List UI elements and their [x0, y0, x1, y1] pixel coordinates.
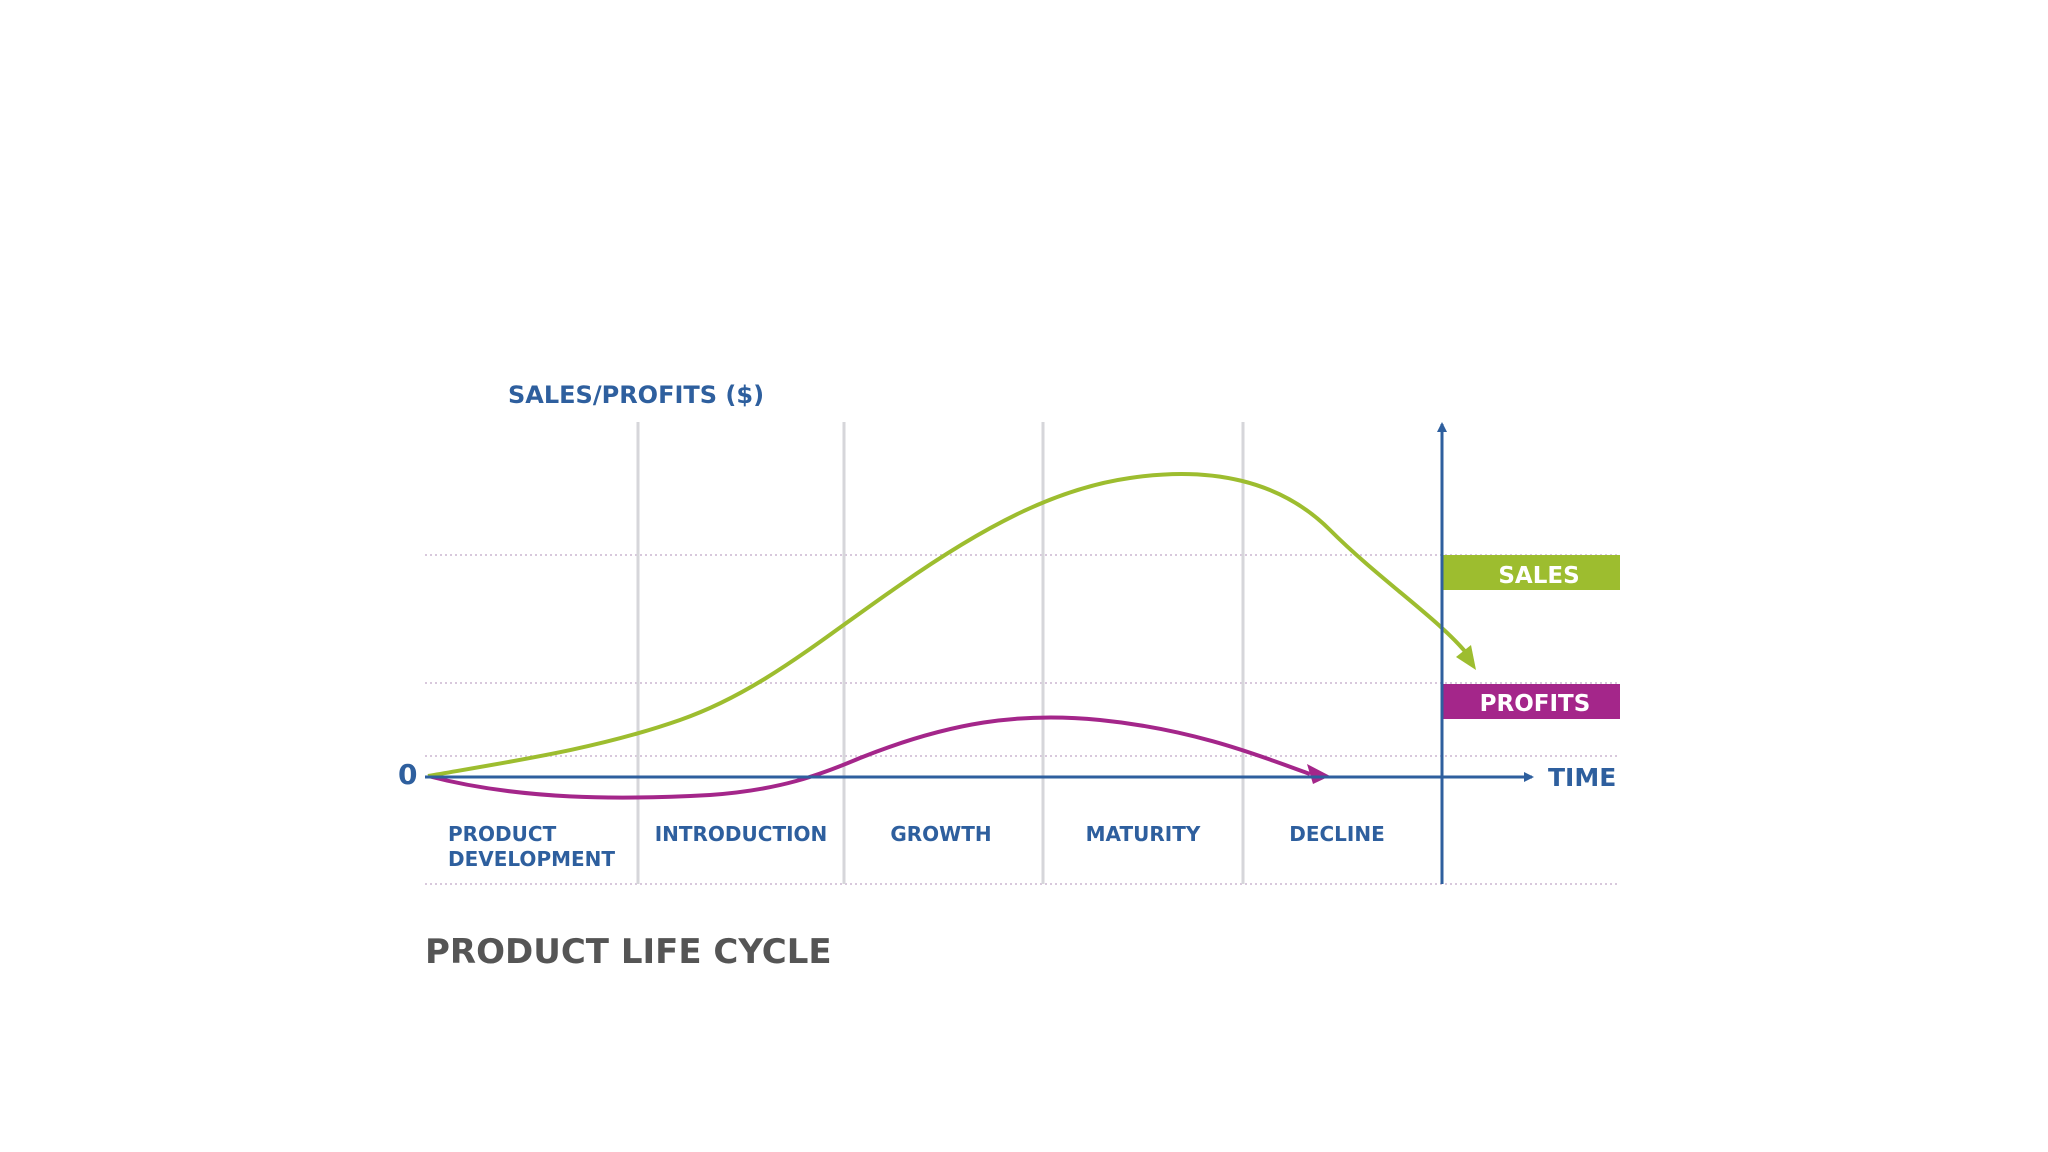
stage-label-growth: GROWTH: [890, 822, 991, 846]
sales-legend-box: [1443, 555, 1620, 590]
profits-arrowhead: [1307, 764, 1330, 784]
stage-label-maturity: MATURITY: [1086, 822, 1201, 846]
stage-label-introduction: INTRODUCTION: [655, 822, 828, 846]
profits-legend-box: [1443, 684, 1620, 719]
stage-label-product-development: PRODUCT DEVELOPMENT: [448, 822, 615, 871]
diagram-title: PRODUCT LIFE CYCLE: [425, 932, 832, 972]
origin-label: 0: [398, 758, 417, 791]
stage-label-decline: DECLINE: [1289, 822, 1385, 846]
profits-legend-label: PROFITS: [1480, 691, 1591, 717]
y-axis-label: SALES/PROFITS ($): [508, 381, 764, 409]
sales-legend-label: SALES: [1498, 563, 1579, 589]
profits-curve: [427, 715, 1311, 800]
x-axis-label: TIME: [1548, 763, 1616, 792]
sales-curve: [427, 472, 1470, 778]
sales-arrowhead: [1456, 645, 1476, 670]
